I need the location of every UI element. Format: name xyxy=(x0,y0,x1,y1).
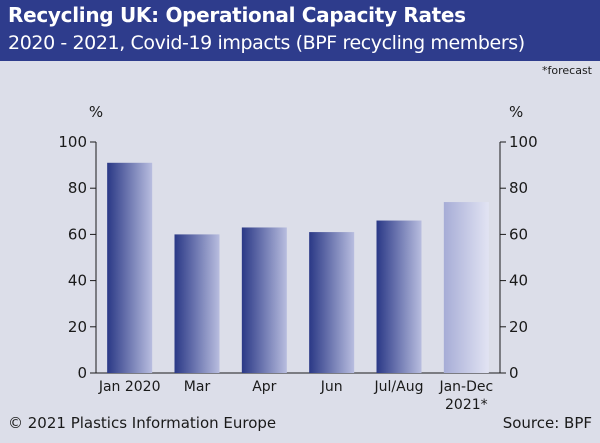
chart-header: Recycling UK: Operational Capacity Rates… xyxy=(0,0,600,61)
source-text: Source: BPF xyxy=(502,414,592,432)
y-tick-label-right: 80 xyxy=(509,179,528,197)
y-tick-label-left: 20 xyxy=(68,318,87,336)
y-axis-unit-right: % xyxy=(509,103,523,121)
y-tick-label-left: 100 xyxy=(58,133,87,151)
y-tick-label-left: 0 xyxy=(77,364,87,382)
y-tick-label-right: 40 xyxy=(509,272,528,290)
x-tick-label: Jun xyxy=(320,379,343,395)
y-tick-label-left: 40 xyxy=(68,272,87,290)
chart-title: Recycling UK: Operational Capacity Rates xyxy=(8,3,466,27)
y-tick-label-right: 100 xyxy=(509,133,538,151)
y-tick-label-left: 80 xyxy=(68,179,87,197)
x-tick-label: Jan 2020 xyxy=(98,379,161,395)
x-tick-label: Jan-Dec xyxy=(438,379,493,395)
y-tick-label-right: 20 xyxy=(509,318,528,336)
x-tick-label: Apr xyxy=(252,379,276,395)
bar xyxy=(241,227,287,373)
x-tick-label: 2021* xyxy=(445,397,488,413)
x-tick-label: Mar xyxy=(184,379,211,395)
bar xyxy=(174,234,220,373)
bar xyxy=(443,202,489,373)
bar xyxy=(376,220,422,373)
y-tick-label-left: 60 xyxy=(68,225,87,243)
y-tick-label-right: 60 xyxy=(509,225,528,243)
y-axis-unit-left: % xyxy=(89,103,103,121)
copyright-text: © 2021 Plastics Information Europe xyxy=(8,414,277,432)
x-tick-label: Jul/Aug xyxy=(374,379,424,395)
y-tick-label-right: 0 xyxy=(509,364,519,382)
chart-subtitle: 2020 - 2021, Covid-19 impacts (BPF recyc… xyxy=(8,32,525,54)
forecast-note: *forecast xyxy=(542,64,592,77)
bar xyxy=(107,162,153,373)
bar xyxy=(309,232,355,373)
